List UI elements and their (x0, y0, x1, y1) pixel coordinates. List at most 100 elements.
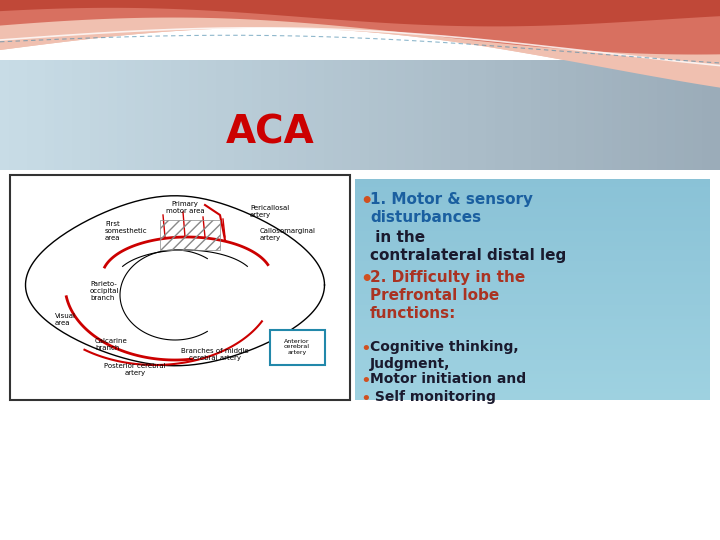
Bar (504, 40, 514, 170)
Bar (355, 208, 710, 213)
Bar (153, 40, 163, 170)
Bar (468, 40, 478, 170)
Bar (279, 40, 289, 170)
Bar (315, 60, 325, 170)
Text: •: • (360, 340, 371, 358)
Bar (612, 60, 622, 170)
Bar (414, 40, 424, 170)
Bar (585, 40, 595, 170)
Bar (666, 40, 676, 170)
Bar (432, 60, 442, 170)
Bar (63, 60, 73, 170)
Bar (171, 60, 181, 170)
Polygon shape (0, 0, 720, 26)
Bar (355, 227, 710, 231)
Bar (378, 60, 388, 170)
Bar (108, 40, 118, 170)
Bar (594, 40, 604, 170)
Bar (355, 264, 710, 268)
Bar (355, 183, 710, 187)
Bar (355, 329, 710, 334)
Bar (387, 60, 397, 170)
Text: Primary
motor area: Primary motor area (166, 201, 204, 214)
Bar (702, 40, 712, 170)
Bar (396, 60, 406, 170)
Bar (549, 40, 559, 170)
Bar (225, 40, 235, 170)
Bar (567, 40, 577, 170)
Polygon shape (0, 0, 720, 55)
Bar (567, 60, 577, 170)
Bar (81, 40, 91, 170)
Bar (288, 60, 298, 170)
Bar (355, 377, 710, 382)
Polygon shape (0, 0, 720, 87)
Bar (126, 40, 136, 170)
Bar (355, 289, 710, 294)
Bar (180, 60, 190, 170)
Bar (540, 60, 550, 170)
Bar (355, 223, 710, 228)
Text: •: • (360, 390, 371, 408)
Bar (355, 348, 710, 352)
Bar (355, 245, 710, 249)
Bar (162, 40, 172, 170)
Bar (45, 60, 55, 170)
Bar (441, 60, 451, 170)
Bar (54, 40, 64, 170)
Bar (99, 60, 109, 170)
Bar (355, 300, 710, 305)
Bar (198, 40, 208, 170)
Text: ACA: ACA (225, 114, 315, 152)
Bar (72, 60, 82, 170)
Text: First
somesthetic
area: First somesthetic area (105, 221, 148, 241)
Polygon shape (0, 0, 720, 55)
Bar (648, 60, 658, 170)
Bar (207, 40, 217, 170)
Bar (355, 267, 710, 272)
Bar (355, 388, 710, 393)
Bar (10, 175, 350, 400)
Bar (513, 40, 523, 170)
Bar (90, 60, 100, 170)
Bar (355, 238, 710, 242)
Bar (355, 190, 710, 194)
Bar (657, 60, 667, 170)
Bar (333, 40, 343, 170)
Bar (189, 40, 199, 170)
Bar (450, 60, 460, 170)
Text: Branches of middle
cerebral artery: Branches of middle cerebral artery (181, 348, 249, 361)
Bar (355, 186, 710, 191)
Bar (540, 40, 550, 170)
Bar (117, 40, 127, 170)
Bar (180, 40, 190, 170)
Bar (153, 60, 163, 170)
Polygon shape (0, 0, 720, 26)
Bar (355, 215, 710, 220)
Bar (594, 60, 604, 170)
Bar (355, 248, 710, 253)
Bar (216, 60, 226, 170)
Bar (639, 40, 649, 170)
Bar (369, 40, 379, 170)
Bar (306, 60, 316, 170)
Bar (702, 60, 712, 170)
Bar (355, 285, 710, 290)
Bar (355, 282, 710, 286)
Bar (355, 179, 710, 184)
Bar (711, 40, 720, 170)
Bar (135, 40, 145, 170)
Bar (558, 60, 568, 170)
Bar (144, 60, 154, 170)
Bar (355, 271, 710, 275)
Bar (355, 333, 710, 338)
Bar (531, 40, 541, 170)
Text: •: • (360, 192, 372, 211)
Bar (0, 60, 10, 170)
Bar (355, 319, 710, 323)
Bar (315, 40, 325, 170)
Bar (99, 40, 109, 170)
Bar (355, 359, 710, 363)
Bar (108, 60, 118, 170)
Bar (126, 60, 136, 170)
